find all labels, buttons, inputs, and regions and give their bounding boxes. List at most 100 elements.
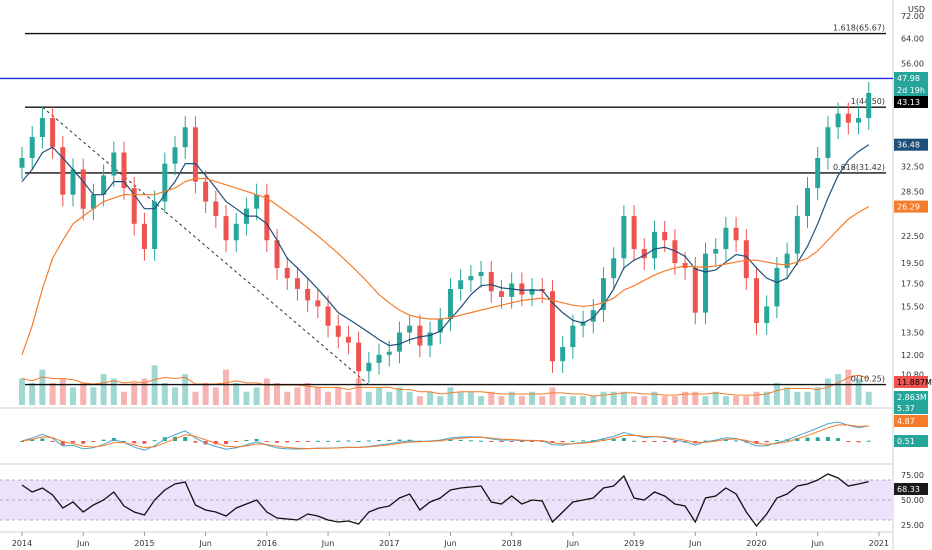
macd-histogram-bar — [662, 441, 667, 442]
time-tick-label: 2015 — [134, 539, 154, 548]
macd-tag — [894, 415, 928, 427]
candle-body — [519, 283, 525, 295]
macd-histogram-bar — [183, 437, 188, 441]
candle-body — [784, 253, 790, 268]
macd-histogram-bar — [60, 441, 65, 446]
candle-body — [835, 113, 841, 128]
macd-histogram-bar — [642, 441, 647, 443]
volume-bar — [416, 396, 423, 405]
candle-body — [162, 163, 168, 202]
candle-body — [305, 288, 311, 301]
macd-tag — [894, 435, 928, 447]
fib-level-label: 0.618(31.42) — [833, 163, 885, 172]
volume-bar — [722, 396, 729, 405]
volume-bar — [804, 391, 811, 405]
candle-body — [866, 92, 872, 119]
macd-histogram-bar — [703, 440, 708, 442]
volume-bar — [702, 396, 709, 405]
volume-bar — [19, 378, 25, 405]
volume-bar — [549, 387, 556, 405]
volume-average-line — [21, 374, 869, 397]
macd-histogram-bar — [315, 440, 320, 442]
macd-histogram-bar — [540, 441, 545, 442]
rsi-line — [21, 473, 869, 528]
candle-body — [713, 249, 719, 254]
volume-bar — [498, 396, 505, 405]
volume-bar — [539, 396, 546, 405]
price-tick-label: 72.00 — [901, 12, 924, 21]
candle-body — [396, 332, 402, 352]
price-tag — [894, 200, 928, 213]
macd-histogram-bar — [581, 440, 586, 442]
volume-bar — [294, 387, 301, 405]
volume-bar — [692, 391, 699, 405]
macd-histogram-bar — [846, 441, 851, 442]
candle-body — [50, 118, 56, 148]
volume-bar — [467, 391, 474, 405]
macd-histogram-bar — [152, 440, 157, 442]
macd-tag-label: 4.87 — [897, 417, 915, 426]
candle-body — [386, 351, 392, 355]
candle-body — [845, 113, 851, 123]
macd-histogram-bar — [468, 440, 473, 442]
time-tick-label: Jun — [688, 539, 702, 548]
price-panel[interactable]: 1.618(65.67)1(44.50)0.618(31.42)0(10.25) — [0, 24, 893, 386]
macd-histogram-bar — [346, 440, 351, 442]
volume-bar — [447, 387, 454, 405]
volume-bar — [518, 396, 525, 405]
macd-histogram-bar — [91, 441, 96, 442]
volume-bar — [580, 396, 587, 405]
volume-bar — [172, 387, 179, 405]
candle-body — [427, 332, 433, 346]
volume-bar — [508, 391, 515, 405]
time-tick-label: 2016 — [257, 539, 277, 548]
candle-body — [662, 231, 668, 241]
macd-histogram-bar — [734, 440, 739, 442]
volume-bar — [406, 391, 413, 405]
macd-histogram-bar — [193, 441, 198, 443]
volume-bar — [182, 374, 189, 405]
macd-histogram-bar — [805, 437, 810, 441]
macd-histogram-bar — [101, 439, 106, 441]
candle-body — [509, 283, 515, 297]
volume-bar — [70, 387, 77, 405]
candle-body — [825, 127, 831, 158]
candle-body — [274, 240, 280, 268]
volume-bar — [641, 396, 648, 405]
volume-bar — [202, 382, 209, 405]
macd-histogram-bar — [448, 439, 453, 441]
candle-body — [468, 276, 474, 281]
price-tick-label: 32.50 — [901, 163, 924, 172]
volume-bar — [824, 378, 831, 405]
volume-bar — [743, 396, 750, 405]
price-tick-label: 15.50 — [901, 302, 924, 311]
macd-histogram-bar — [295, 441, 300, 442]
candle-body — [458, 280, 464, 289]
macd-histogram-bar — [652, 441, 657, 442]
macd-panel[interactable] — [20, 421, 871, 451]
rsi-panel[interactable]: 75.00 50.00 25.00 — [0, 471, 924, 530]
time-tick-label: Jun — [810, 539, 824, 548]
macd-histogram-bar — [836, 438, 841, 441]
rsi-tick-label: 50.00 — [901, 496, 924, 505]
volume-bar — [386, 391, 393, 405]
macd-histogram-bar — [560, 441, 565, 443]
candle-body — [90, 194, 96, 209]
time-tick-label: Jun — [198, 539, 212, 548]
volume-bar — [671, 396, 678, 405]
candle-body — [39, 118, 45, 137]
macd-histogram-bar — [479, 440, 484, 442]
candle-body — [376, 354, 382, 363]
price-tick-label: 56.00 — [901, 60, 924, 69]
price-tick-label: 12.00 — [901, 351, 924, 360]
volume-bar — [110, 378, 117, 405]
candle-body — [70, 169, 76, 195]
volume-bar — [335, 387, 342, 405]
candle-body — [264, 194, 270, 241]
fib-level-label: 0(10.25) — [851, 375, 885, 384]
volume-bar — [274, 382, 281, 405]
macd-histogram-bar — [632, 440, 637, 442]
volume-bar — [39, 369, 46, 405]
macd-histogram-bar — [234, 441, 239, 442]
